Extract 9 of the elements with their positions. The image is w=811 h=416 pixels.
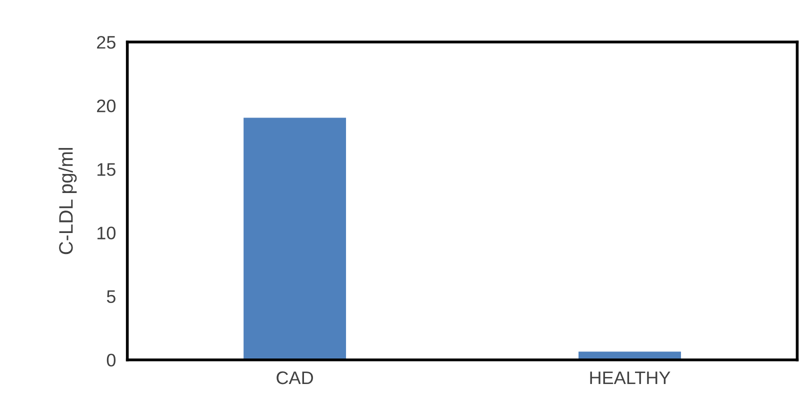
y-tick-label: 25 <box>97 36 116 49</box>
y-tick-label: 0 <box>106 354 116 367</box>
y-tick-label: 5 <box>106 290 116 303</box>
y-axis-title: C-LDL pg/ml <box>58 148 77 254</box>
y-tick-label: 10 <box>98 226 116 240</box>
y-tick-label: 15 <box>98 163 116 176</box>
y-tick-label: 20 <box>97 100 116 112</box>
x-tick-label: CAD <box>276 371 313 384</box>
x-tick-label: HEALTHY <box>590 372 670 384</box>
